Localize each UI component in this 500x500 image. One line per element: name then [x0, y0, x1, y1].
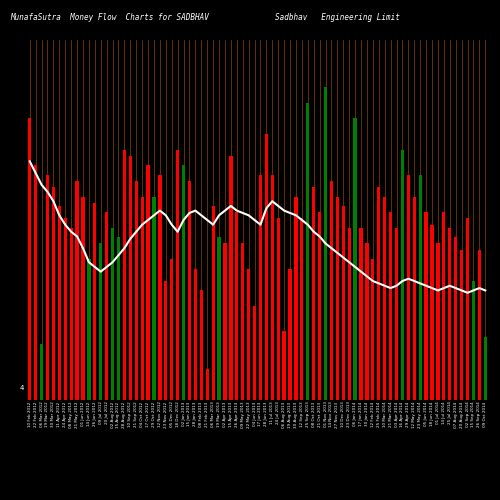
Bar [282, 331, 286, 400]
Bar [212, 206, 215, 400]
Bar [241, 244, 244, 400]
Bar [460, 250, 463, 400]
Bar [230, 156, 232, 400]
Bar [366, 244, 368, 400]
Bar [218, 237, 220, 400]
Bar [377, 187, 380, 400]
Bar [484, 338, 487, 400]
Bar [294, 196, 298, 400]
Bar [105, 212, 108, 400]
Bar [472, 281, 475, 400]
Bar [52, 187, 55, 400]
Bar [176, 150, 180, 400]
Bar [306, 102, 310, 400]
Bar [383, 196, 386, 400]
Text: MunafaSutra  Money Flow  Charts for SADBHAV: MunafaSutra Money Flow Charts for SADBHA… [10, 12, 209, 22]
Bar [182, 165, 185, 400]
Bar [324, 87, 327, 400]
Bar [312, 187, 316, 400]
Bar [342, 206, 345, 400]
Bar [206, 368, 209, 400]
Bar [371, 259, 374, 400]
Bar [401, 150, 404, 400]
Bar [158, 174, 162, 400]
Text: Sadbhav   Engineering Limit: Sadbhav Engineering Limit [275, 12, 400, 22]
Bar [330, 181, 333, 400]
Bar [28, 118, 32, 400]
Bar [424, 212, 428, 400]
Bar [318, 212, 321, 400]
Bar [336, 196, 339, 400]
Bar [46, 174, 49, 400]
Bar [360, 228, 362, 400]
Bar [123, 150, 126, 400]
Bar [235, 212, 238, 400]
Bar [348, 228, 351, 400]
Bar [300, 218, 304, 400]
Bar [253, 306, 256, 400]
Bar [188, 181, 191, 400]
Bar [40, 344, 43, 400]
Bar [466, 218, 469, 400]
Bar [436, 244, 440, 400]
Bar [140, 196, 144, 400]
Bar [395, 228, 398, 400]
Bar [111, 228, 114, 400]
Bar [442, 212, 446, 400]
Bar [259, 174, 262, 400]
Bar [170, 259, 173, 400]
Bar [247, 268, 250, 400]
Bar [224, 244, 226, 400]
Bar [430, 224, 434, 400]
Bar [270, 174, 274, 400]
Bar [288, 268, 292, 400]
Bar [93, 203, 96, 400]
Bar [64, 218, 67, 400]
Bar [389, 212, 392, 400]
Bar [76, 181, 78, 400]
Bar [418, 174, 422, 400]
Bar [412, 196, 416, 400]
Bar [34, 165, 37, 400]
Bar [194, 268, 197, 400]
Bar [134, 181, 138, 400]
Bar [276, 218, 280, 400]
Bar [478, 250, 481, 400]
Bar [264, 134, 268, 400]
Bar [58, 206, 61, 400]
Bar [152, 196, 156, 400]
Bar [164, 281, 168, 400]
Bar [146, 165, 150, 400]
Bar [128, 156, 132, 400]
Bar [70, 228, 73, 400]
Bar [406, 174, 410, 400]
Bar [99, 244, 102, 400]
Bar [454, 237, 458, 400]
Bar [448, 228, 452, 400]
Bar [117, 237, 120, 400]
Bar [88, 259, 90, 400]
Bar [200, 290, 203, 400]
Bar [354, 118, 356, 400]
Bar [82, 196, 84, 400]
